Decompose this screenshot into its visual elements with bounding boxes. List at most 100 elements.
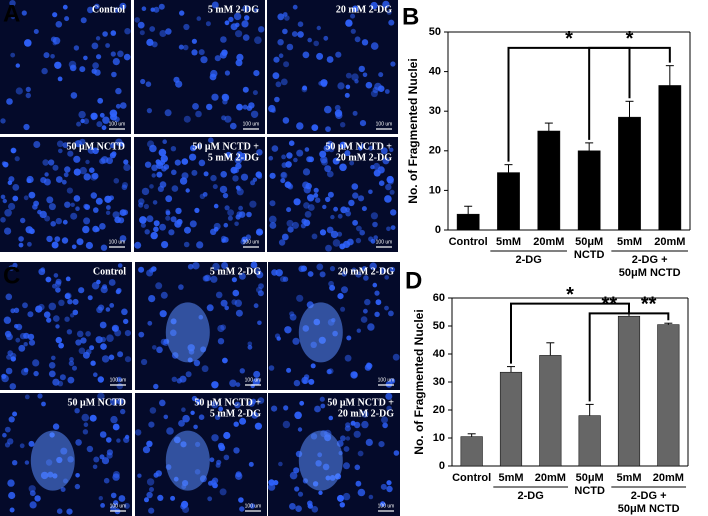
nucleus <box>307 500 313 507</box>
nucleus <box>141 187 150 196</box>
nucleus <box>294 411 302 420</box>
nucleus <box>56 140 64 148</box>
nucleus <box>134 17 140 23</box>
nucleus <box>137 473 142 478</box>
nucleus <box>374 290 380 296</box>
nucleus <box>48 302 57 311</box>
nucleus <box>286 219 294 227</box>
nucleus <box>52 423 60 430</box>
nucleus <box>390 61 396 67</box>
nucleus <box>79 166 88 175</box>
y-tick-label: 40 <box>433 348 445 360</box>
nucleus <box>115 87 122 95</box>
nucleus <box>23 342 28 347</box>
nucleus <box>328 415 334 421</box>
nucleus <box>255 171 262 178</box>
nucleus <box>156 171 163 178</box>
nucleus <box>28 440 35 447</box>
nucleus <box>87 6 94 14</box>
nucleus <box>339 141 347 149</box>
nucleus <box>334 109 343 117</box>
nucleus <box>302 85 308 91</box>
nucleus <box>152 345 157 350</box>
nucleus <box>181 500 189 508</box>
nucleus <box>112 58 120 66</box>
nucleus <box>232 289 240 297</box>
nucleus <box>117 263 123 268</box>
nucleus <box>215 291 223 299</box>
nucleus <box>296 122 304 130</box>
nucleus <box>196 16 202 21</box>
nucleus <box>179 10 185 16</box>
nucleus <box>287 226 294 233</box>
nucleus <box>296 149 304 157</box>
nucleus <box>138 331 145 338</box>
nucleus <box>9 383 17 390</box>
micrograph-label: 50 μM NCTD + <box>327 397 394 408</box>
nucleus <box>153 383 159 390</box>
nucleus <box>4 209 12 217</box>
nucleus <box>113 7 120 13</box>
nucleus <box>117 50 124 58</box>
nucleus <box>198 414 205 421</box>
nucleus <box>211 400 219 409</box>
nucleus <box>211 1 219 9</box>
nucleus <box>253 70 260 77</box>
nucleus <box>341 271 348 277</box>
nucleus <box>144 229 150 235</box>
nucleus <box>95 36 101 41</box>
nucleus <box>378 180 385 186</box>
cell-cluster <box>30 430 75 491</box>
micrograph-label: 50 μM NCTD <box>68 397 126 408</box>
nucleus <box>99 112 105 118</box>
nucleus <box>354 79 359 84</box>
nucleus <box>170 216 177 223</box>
nucleus <box>148 507 155 514</box>
nucleus <box>236 103 243 111</box>
nucleus <box>68 360 75 366</box>
scale-label: 100 um <box>376 121 393 127</box>
nucleus <box>297 21 304 28</box>
nucleus <box>8 202 16 211</box>
nucleus <box>124 330 131 337</box>
nucleus <box>170 146 177 152</box>
nucleus <box>57 380 64 387</box>
nucleus <box>102 116 110 124</box>
nucleus <box>298 265 306 273</box>
nucleus <box>211 381 219 389</box>
significance-label: * <box>565 28 573 50</box>
nucleus <box>175 207 182 215</box>
nucleus <box>333 206 338 212</box>
nucleus <box>233 447 240 454</box>
scale-label: 100 um <box>245 503 262 509</box>
nucleus <box>280 171 288 179</box>
nucleus <box>357 450 364 457</box>
nucleus <box>82 429 89 435</box>
nucleus <box>60 487 66 492</box>
nucleus <box>269 222 277 229</box>
nucleus <box>281 162 288 168</box>
nucleus <box>351 73 359 81</box>
nucleus <box>244 15 250 21</box>
nucleus <box>350 13 356 19</box>
nucleus <box>277 39 284 46</box>
cell-cluster <box>165 302 210 363</box>
nucleus <box>382 157 390 165</box>
x-tick-label: 5mM <box>498 472 523 484</box>
nucleus <box>360 316 368 323</box>
nucleus <box>227 215 233 221</box>
nucleus <box>225 151 232 158</box>
nucleus <box>212 184 218 190</box>
bar <box>578 415 601 467</box>
nucleus <box>97 376 105 383</box>
nucleus <box>134 241 142 249</box>
nucleus <box>234 221 239 227</box>
nucleus <box>55 278 62 285</box>
nucleus <box>55 176 63 183</box>
nucleus <box>160 154 168 163</box>
nucleus <box>319 271 326 278</box>
nucleus <box>239 152 248 161</box>
nucleus <box>233 421 239 427</box>
nucleus <box>53 273 59 278</box>
nucleus <box>390 209 397 216</box>
